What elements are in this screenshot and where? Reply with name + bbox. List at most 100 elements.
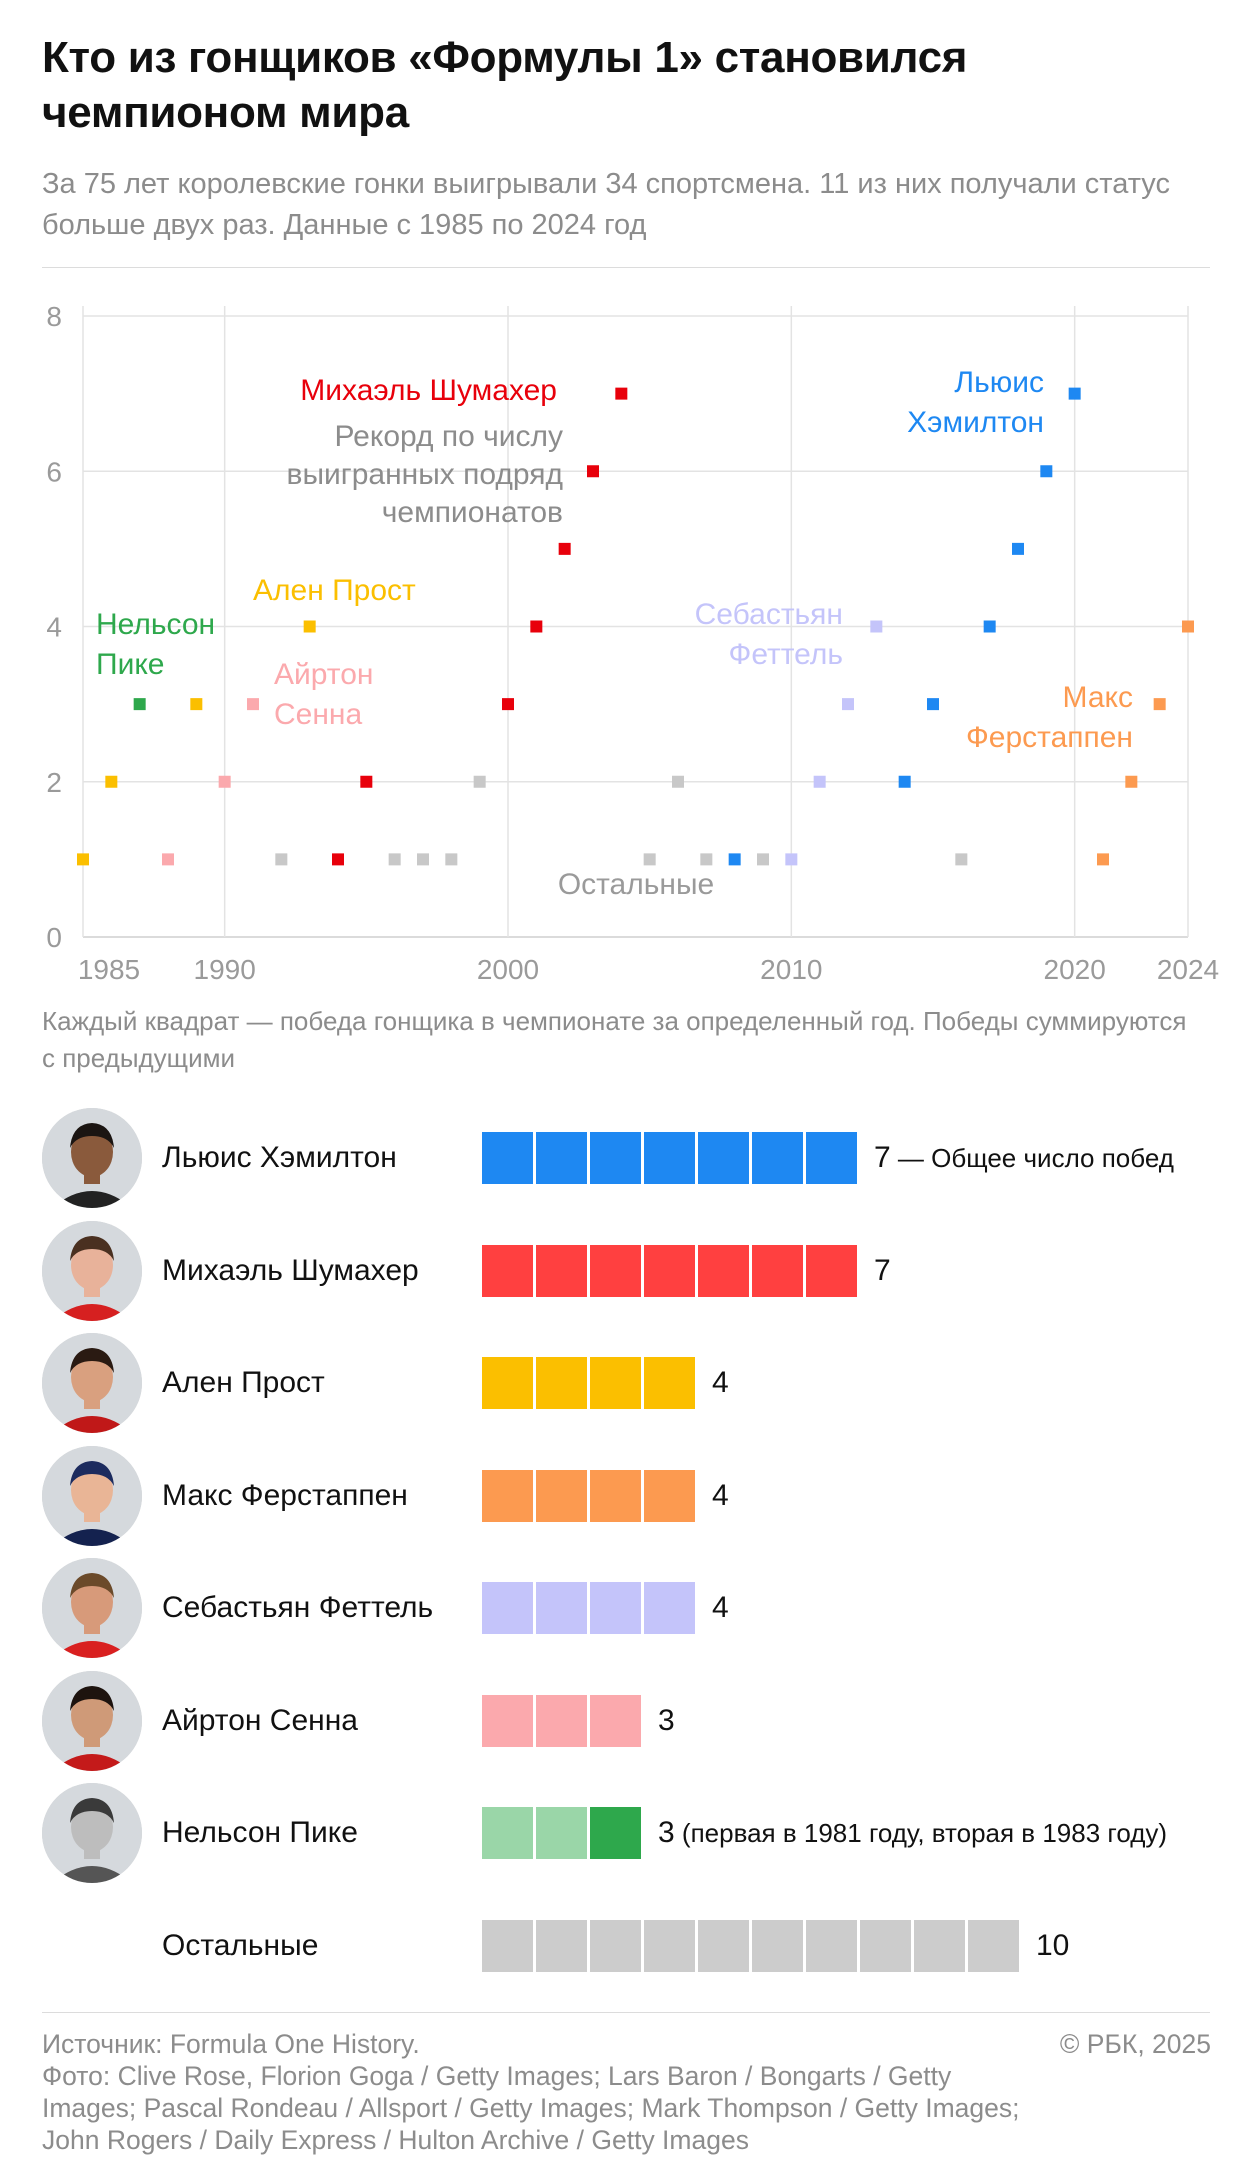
data-point — [1182, 620, 1194, 633]
win-square — [644, 1244, 695, 1297]
data-point — [1125, 775, 1138, 788]
wins-number: 4 — [712, 1591, 729, 1624]
wins-count: 10 — [1036, 1926, 1069, 1966]
win-square — [482, 1132, 533, 1184]
x-tick-label: 2000 — [477, 954, 539, 982]
win-square — [644, 1132, 695, 1184]
win-square — [644, 1919, 695, 1972]
data-point — [1040, 465, 1053, 478]
win-square — [536, 1357, 587, 1409]
win-square — [806, 1919, 857, 1972]
data-point — [955, 853, 968, 866]
win-square — [482, 1807, 533, 1859]
data-point — [417, 853, 429, 866]
data-point — [133, 698, 146, 711]
wins-number: 3 — [658, 1816, 675, 1849]
wins-count: 3 — [658, 1701, 675, 1741]
driver-avatar — [42, 1558, 142, 1658]
data-point — [983, 620, 996, 633]
driver-name: Нельсон Пике — [162, 1816, 358, 1849]
win-square — [536, 1132, 587, 1184]
driver-avatar — [42, 1783, 142, 1883]
y-tick-label: 4 — [46, 612, 62, 643]
win-square — [590, 1357, 641, 1409]
win-square — [752, 1132, 803, 1184]
ranking-row: Айртон Сенна 3 — [0, 1670, 1241, 1771]
label-vettel: Себастьян — [695, 598, 843, 631]
y-tick-label: 0 — [46, 922, 62, 953]
win-square — [536, 1807, 587, 1859]
data-point — [587, 465, 599, 478]
win-square — [590, 1582, 641, 1634]
label-hamilton: Хэмилтон — [907, 406, 1044, 439]
win-square — [806, 1244, 857, 1297]
win-square — [482, 1357, 533, 1409]
copyright: © РБК, 2025 — [1059, 2029, 1211, 2059]
data-point — [162, 853, 174, 866]
source-credits: Источник: Formula One History. Фото: Cli… — [42, 2028, 1042, 2156]
label-prost: Ален Прост — [253, 574, 416, 607]
wins-count: 7 — Общее число побед — [874, 1138, 1174, 1178]
wins-number: 10 — [1036, 1928, 1070, 1962]
wins-count: 3 (первая в 1981 году, вторая в 1983 год… — [658, 1813, 1167, 1853]
ranking-row: Ален Прост 4 — [0, 1333, 1241, 1433]
x-tick-label: 2010 — [760, 954, 822, 982]
ranking-row: Остальные 10 — [0, 1896, 1241, 1996]
data-point — [700, 853, 713, 866]
win-square — [590, 1132, 641, 1184]
win-square — [482, 1469, 533, 1522]
data-point — [218, 775, 231, 788]
win-square — [590, 1807, 641, 1859]
win-square — [482, 1582, 533, 1634]
win-square — [698, 1244, 749, 1297]
data-point — [672, 775, 684, 788]
driver-name: Макс Ферстаппен — [162, 1478, 408, 1512]
label-piquet: Пике — [96, 648, 164, 681]
win-square — [698, 1132, 749, 1184]
chart-title: Кто из гонщиков «Формулы 1» становился ч… — [42, 33, 968, 137]
data-point — [870, 620, 883, 633]
win-square — [536, 1244, 587, 1297]
x-tick-label: 1990 — [194, 954, 256, 982]
data-point — [615, 387, 628, 400]
label-verstappen: Ферстаппен — [966, 721, 1133, 754]
driver-avatar — [42, 1333, 142, 1433]
x-tick-label: 2020 — [1044, 954, 1106, 982]
driver-name: Михаэль Шумахер — [162, 1253, 419, 1287]
data-point — [785, 853, 798, 866]
x-tick-label: 2024 — [1157, 954, 1219, 982]
win-square — [536, 1469, 587, 1522]
wins-number: 7 — [874, 1141, 891, 1174]
win-square — [536, 1582, 587, 1634]
wins-number: 4 — [712, 1366, 729, 1399]
data-point — [643, 853, 656, 866]
driver-avatar — [42, 1108, 142, 1208]
driver-name: Ален Прост — [162, 1366, 325, 1399]
ranking-row: Льюис Хэмилтон 7 — Общее число побед — [0, 1108, 1241, 1208]
label-hamilton: Льюис — [954, 366, 1044, 399]
data-point — [445, 853, 458, 866]
champions-scatter-chart: 0 2 4 6 8 1985 1990 2000 2010 2020 2024 Михаэль Шум… — [46, 301, 1219, 982]
win-square — [644, 1469, 695, 1522]
win-square — [644, 1582, 695, 1634]
label-verstappen: Макс — [1063, 681, 1133, 714]
ranking-row: Михаэль Шумахер 7 — [0, 1220, 1241, 1321]
data-point — [275, 853, 288, 866]
wins-count: 4 — [712, 1476, 729, 1516]
win-square — [482, 1694, 533, 1747]
data-point — [1097, 853, 1109, 866]
wins-number: 3 — [658, 1703, 675, 1737]
label-senna: Айртон — [274, 658, 373, 691]
data-point — [360, 775, 373, 788]
win-square — [752, 1919, 803, 1972]
data-point — [247, 698, 259, 711]
wins-number: 4 — [712, 1478, 729, 1512]
data-point — [927, 698, 939, 711]
photo-credits: Фото: Clive Rose, Florion Goga / Getty I… — [42, 2061, 1020, 2155]
data-point — [842, 698, 854, 711]
annotation-record: чемпионатов — [382, 496, 563, 529]
ranking-row: Макс Ферстаппен 4 — [0, 1445, 1241, 1546]
y-tick-label: 6 — [46, 456, 62, 487]
win-square — [698, 1919, 749, 1972]
data-point — [388, 853, 401, 866]
